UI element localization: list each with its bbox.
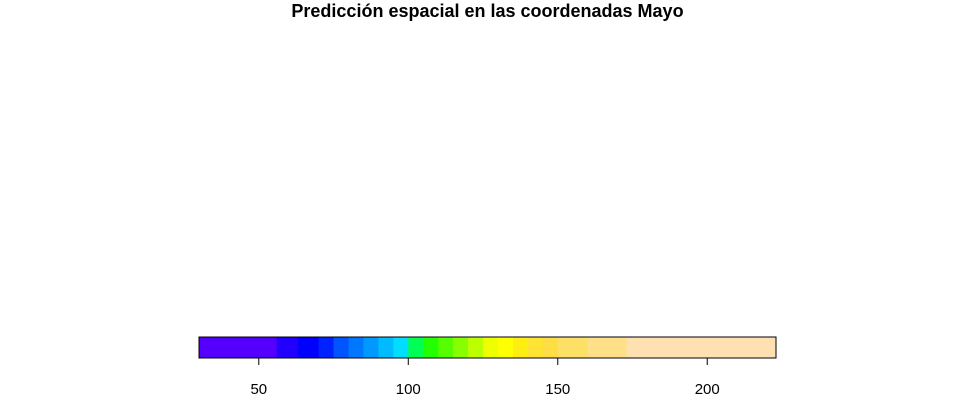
color-bar-tick-label: 100 (396, 381, 421, 398)
color-bar-segment-19 (557, 337, 589, 358)
color-bar-segment-7 (378, 337, 394, 358)
color-bar-tick-label: 200 (695, 381, 720, 398)
color-bar-segment-8 (393, 337, 409, 358)
color-bar-segment-15 (497, 337, 514, 358)
color-bar-segment-1 (276, 337, 299, 358)
color-bar-segment-9 (408, 337, 424, 358)
chart-title: Predicción espacial en las coordenadas M… (291, 1, 684, 21)
color-bar-segment-6 (363, 337, 379, 358)
color-bar-segment-13 (468, 337, 484, 358)
color-bar-segment-20 (587, 337, 627, 358)
color-bar-tick-label: 150 (545, 381, 570, 398)
color-bar-segment-16 (512, 337, 529, 358)
color-bar-tick-label: 50 (250, 381, 267, 398)
color-bar-segment-5 (348, 337, 364, 358)
color-bar-axis: 50 100 150 200 (250, 358, 720, 398)
color-bar-frame (198, 336, 777, 359)
color-bar-segment-10 (423, 337, 439, 358)
color-bar-segment-4 (333, 337, 349, 358)
color-bar-segment-2 (297, 337, 319, 358)
color-bar-segment-12 (453, 337, 469, 358)
color-bar-segment-11 (438, 337, 454, 358)
color-bar-segment-21 (626, 337, 777, 358)
color-bar (199, 337, 777, 358)
color-bar-segment-0 (199, 337, 278, 358)
color-bar-segment-17 (527, 337, 544, 358)
color-bar-segment-18 (542, 337, 559, 358)
color-bar-segment-3 (318, 337, 334, 358)
inland-water (458, 120, 532, 212)
color-bar-segment-14 (483, 337, 499, 358)
